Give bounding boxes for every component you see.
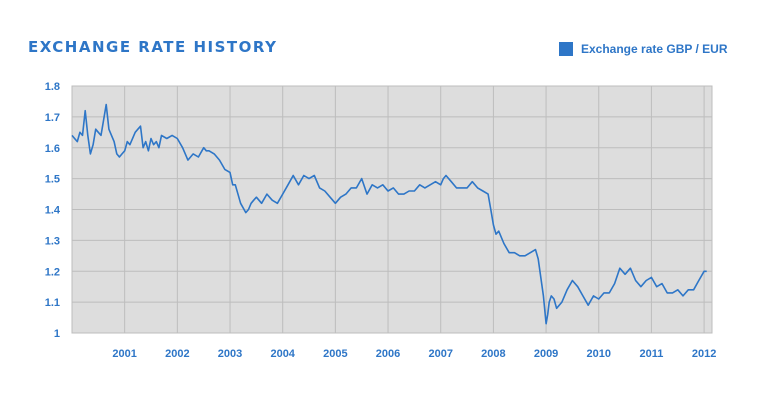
x-tick-label: 2006 (376, 348, 400, 360)
y-tick-label: 1 (54, 328, 60, 340)
x-tick-label: 2005 (323, 348, 347, 360)
x-tick-label: 2008 (481, 348, 505, 360)
x-tick-label: 2002 (165, 348, 189, 360)
y-tick-label: 1.1 (45, 297, 60, 309)
legend-swatch (559, 42, 573, 56)
x-tick-label: 2012 (692, 348, 716, 360)
x-tick-label: 2010 (587, 348, 611, 360)
x-tick-label: 2007 (428, 348, 452, 360)
x-tick-label: 2001 (112, 348, 136, 360)
y-tick-label: 1.7 (45, 112, 60, 124)
x-tick-label: 2004 (270, 348, 295, 360)
y-tick-label: 1.4 (45, 205, 61, 217)
x-tick-label: 2003 (218, 348, 242, 360)
series-line (71, 103, 707, 325)
x-tick-label: 2009 (534, 348, 558, 360)
y-tick-label: 1.8 (45, 81, 60, 93)
y-tick-label: 1.5 (45, 174, 60, 186)
y-tick-label: 1.3 (45, 235, 60, 247)
x-tick-label: 2011 (639, 348, 663, 360)
legend-label: Exchange rate GBP / EUR (581, 42, 728, 56)
chart-title: EXCHANGE RATE HISTORY (28, 38, 278, 56)
y-tick-label: 1.6 (45, 143, 60, 155)
y-tick-label: 1.2 (45, 266, 60, 278)
legend: Exchange rate GBP / EUR (559, 42, 728, 56)
